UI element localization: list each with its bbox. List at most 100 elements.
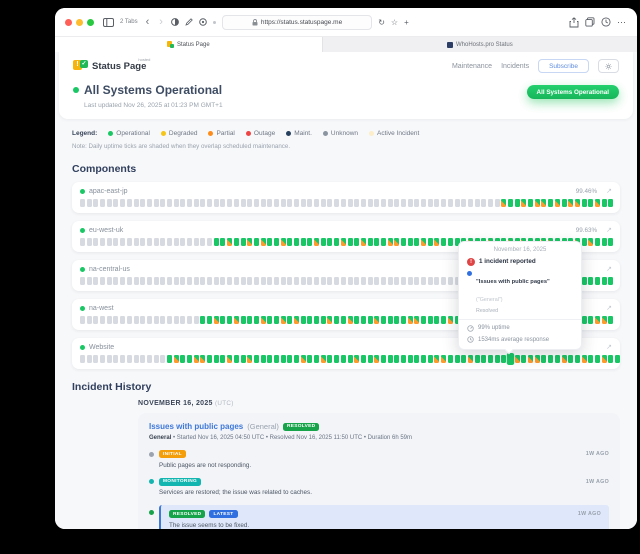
uptime-tick[interactable]	[166, 199, 172, 207]
address-bar[interactable]: https://status.statuspage.me	[221, 14, 373, 30]
uptime-tick[interactable]	[253, 238, 259, 246]
uptime-tick[interactable]	[354, 238, 360, 246]
uptime-tick[interactable]	[494, 355, 500, 363]
uptime-tick[interactable]	[394, 355, 400, 363]
uptime-tick[interactable]	[80, 316, 85, 324]
uptime-tick[interactable]	[207, 199, 213, 207]
uptime-tick[interactable]	[360, 277, 366, 285]
component-name[interactable]: Website	[89, 343, 115, 351]
uptime-tick[interactable]	[160, 238, 166, 246]
site-logo[interactable]: ! ✓ Status Page hosted	[73, 57, 150, 72]
uptime-tick[interactable]	[407, 355, 413, 363]
uptime-tick[interactable]	[367, 277, 373, 285]
uptime-tick[interactable]	[166, 238, 172, 246]
uptime-tick[interactable]	[140, 238, 146, 246]
uptime-tick[interactable]	[394, 316, 400, 324]
uptime-tick[interactable]	[294, 199, 299, 207]
uptime-tick[interactable]	[354, 316, 360, 324]
uptime-tick[interactable]	[126, 355, 132, 363]
uptime-tick[interactable]	[374, 277, 380, 285]
component-name[interactable]: eu-west-uk	[89, 226, 124, 234]
uptime-tick[interactable]	[594, 238, 600, 246]
uptime-tick[interactable]	[561, 355, 567, 363]
zoom-window-button[interactable]	[87, 18, 94, 26]
uptime-tick[interactable]	[80, 277, 85, 285]
uptime-tick[interactable]	[401, 316, 406, 324]
uptime-tick[interactable]	[594, 277, 600, 285]
uptime-tick[interactable]	[273, 277, 279, 285]
uptime-tick[interactable]	[120, 355, 126, 363]
copy-tabs-icon[interactable]	[585, 17, 595, 27]
uptime-tick[interactable]	[347, 238, 353, 246]
uptime-tick[interactable]	[160, 355, 166, 363]
uptime-tick[interactable]	[187, 277, 192, 285]
uptime-tick[interactable]	[320, 316, 326, 324]
uptime-tick[interactable]	[401, 355, 406, 363]
uptime-tick[interactable]	[548, 355, 554, 363]
component-expand-icon[interactable]: ↗	[606, 344, 612, 351]
uptime-tick[interactable]	[294, 277, 299, 285]
uptime-tick[interactable]	[320, 277, 326, 285]
uptime-tick[interactable]	[574, 355, 580, 363]
uptime-tick[interactable]	[548, 199, 554, 207]
uptime-tick[interactable]	[528, 199, 534, 207]
uptime-tick[interactable]	[280, 355, 286, 363]
uptime-tick[interactable]	[260, 199, 266, 207]
uptime-tick[interactable]	[213, 355, 219, 363]
uptime-tick[interactable]	[153, 316, 159, 324]
uptime-tick[interactable]	[434, 199, 440, 207]
uptime-tick[interactable]	[86, 199, 92, 207]
uptime-tick[interactable]	[474, 355, 480, 363]
uptime-tick[interactable]	[213, 199, 219, 207]
uptime-tick[interactable]	[253, 199, 259, 207]
uptime-tick[interactable]	[193, 355, 199, 363]
component-expand-icon[interactable]: ↗	[606, 227, 612, 234]
uptime-tick[interactable]	[608, 316, 614, 324]
uptime-tick[interactable]	[240, 199, 246, 207]
uptime-tick[interactable]	[506, 353, 515, 365]
uptime-tick[interactable]	[474, 199, 480, 207]
uptime-tick[interactable]	[581, 316, 587, 324]
uptime-tick[interactable]	[581, 277, 587, 285]
uptime-tick[interactable]	[153, 238, 159, 246]
uptime-tick[interactable]	[220, 355, 226, 363]
component-name[interactable]: na-west	[89, 304, 114, 312]
uptime-tick[interactable]	[187, 316, 192, 324]
uptime-tick[interactable]	[146, 277, 152, 285]
uptime-tick[interactable]	[601, 277, 607, 285]
uptime-tick[interactable]	[300, 316, 306, 324]
uptime-tick[interactable]	[207, 316, 213, 324]
uptime-tick[interactable]	[193, 316, 199, 324]
uptime-tick[interactable]	[133, 277, 139, 285]
uptime-tick[interactable]	[307, 199, 313, 207]
uptime-tick[interactable]	[441, 355, 447, 363]
uptime-tick[interactable]	[146, 238, 152, 246]
uptime-tick[interactable]	[140, 277, 146, 285]
uptime-tick[interactable]	[294, 355, 299, 363]
uptime-tick[interactable]	[100, 355, 106, 363]
history-clock-icon[interactable]	[601, 17, 611, 27]
extensions-icon[interactable]	[199, 18, 207, 26]
uptime-tick[interactable]	[481, 199, 487, 207]
uptime-tick[interactable]	[461, 199, 467, 207]
uptime-tick[interactable]	[247, 238, 253, 246]
uptime-tick[interactable]	[581, 199, 587, 207]
uptime-tick[interactable]	[454, 277, 460, 285]
uptime-tick[interactable]	[367, 355, 373, 363]
uptime-tick[interactable]	[421, 355, 427, 363]
uptime-tick[interactable]	[421, 199, 427, 207]
uptime-tick[interactable]	[401, 277, 406, 285]
uptime-tick[interactable]	[387, 238, 393, 246]
uptime-tick[interactable]	[273, 238, 279, 246]
uptime-tick[interactable]	[160, 277, 166, 285]
uptime-tick[interactable]	[260, 238, 266, 246]
uptime-tick[interactable]	[187, 238, 192, 246]
uptime-tick[interactable]	[180, 355, 186, 363]
uptime-tick[interactable]	[441, 199, 447, 207]
uptime-tick[interactable]	[213, 316, 219, 324]
uptime-tick[interactable]	[401, 199, 406, 207]
uptime-tick[interactable]	[327, 316, 333, 324]
uptime-tick[interactable]	[327, 199, 333, 207]
uptime-tick[interactable]	[180, 238, 186, 246]
uptime-tick[interactable]	[601, 199, 607, 207]
